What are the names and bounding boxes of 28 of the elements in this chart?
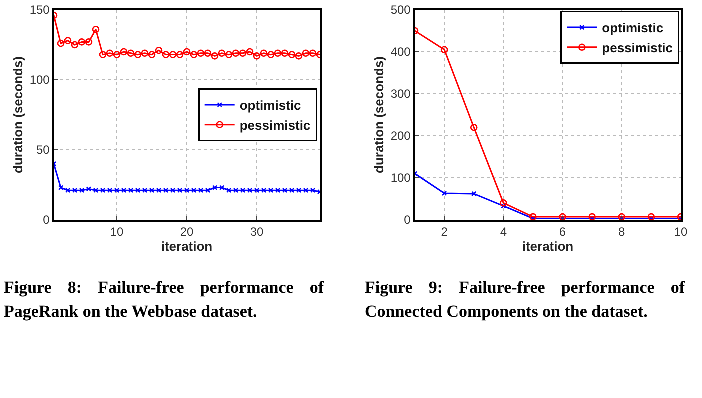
x-tick-label: 6 xyxy=(559,225,566,240)
y-tick-label: 50 xyxy=(36,143,50,158)
caption: Figure 9: Failure-free performance of Connected Components on the dataset. xyxy=(364,277,686,323)
legend-label: optimistic xyxy=(602,20,664,36)
legend-label: optimistic xyxy=(240,98,302,114)
x-tick-label: 10 xyxy=(110,225,124,240)
legend-label: pessimistic xyxy=(602,40,673,56)
y-axis-title: duration (seconds) xyxy=(10,56,26,174)
y-tick-label: 0 xyxy=(404,213,412,228)
x-tick-label: 10 xyxy=(674,225,688,240)
x-tick-label: 30 xyxy=(250,225,264,240)
x-tick-label: 8 xyxy=(618,225,626,240)
y-tick-label: 100 xyxy=(390,171,412,186)
caption: Figure 8: Failure-free performance of PageRank on the Webbase dataset. xyxy=(3,277,326,323)
x-tick-label: 4 xyxy=(500,225,508,240)
y-tick-label: 200 xyxy=(390,129,412,144)
x-axis-title: iteration xyxy=(522,239,574,254)
y-tick-label: 500 xyxy=(390,3,412,18)
y-tick-label: 150 xyxy=(30,3,50,18)
y-tick-label: 300 xyxy=(390,87,412,102)
legend-label: pessimistic xyxy=(240,118,311,133)
y-tick-label: 0 xyxy=(43,213,50,228)
x-tick-label: 20 xyxy=(180,225,194,240)
x-tick-label: 2 xyxy=(441,225,448,240)
x-axis-title: iteration xyxy=(161,239,213,254)
y-tick-label: 400 xyxy=(390,45,412,60)
y-axis-title: duration (seconds) xyxy=(371,56,386,174)
y-tick-label: 100 xyxy=(30,73,50,88)
